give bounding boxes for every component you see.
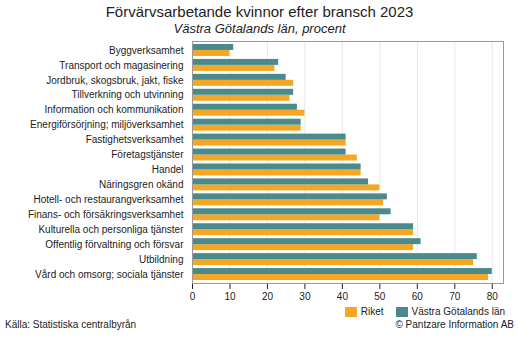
svg-text:0: 0 xyxy=(190,291,196,302)
html-text:Förvärvsarbetande kvinnor efte: Förvärvsarbetande kvinnor efter bransch … xyxy=(105,3,414,20)
svg-text:Företagstjänster: Företagstjänster xyxy=(111,149,184,160)
svg-text:Utbildning: Utbildning xyxy=(139,254,183,265)
svg-text:Tillverkning och utvinning: Tillverkning och utvinning xyxy=(72,89,184,100)
svg-text:Transport och magasinering: Transport och magasinering xyxy=(59,60,183,71)
html-text:Källa: Statistiska centralbyrå: Källa: Statistiska centralbyrån xyxy=(5,319,137,330)
svg-text:Jordbruk, skogsbruk, jakt, fis: Jordbruk, skogsbruk, jakt, fiske xyxy=(46,75,184,86)
svg-text:20: 20 xyxy=(262,291,274,302)
svg-text:Fastighetsverksamhet: Fastighetsverksamhet xyxy=(86,134,184,145)
svg-text:50: 50 xyxy=(374,291,386,302)
svg-text:Hotell- och restaurangverksamh: Hotell- och restaurangverksamhet xyxy=(33,194,183,205)
html-text:Västra Götalands län, procent: Västra Götalands län, procent xyxy=(173,21,346,36)
svg-text:Energiförsörjning; miljöverksa: Energiförsörjning; miljöverksamhet xyxy=(30,119,184,130)
svg-text:Offentlig förvaltning och förs: Offentlig förvaltning och försvar xyxy=(45,239,184,250)
svg-text:Information och kommunikation: Information och kommunikation xyxy=(45,104,184,115)
svg-text:60: 60 xyxy=(412,291,424,302)
svg-text:Byggverksamhet: Byggverksamhet xyxy=(109,45,184,56)
html-text:Riket: Riket xyxy=(360,306,384,317)
html-text:© Pantzare Information AB: © Pantzare Information AB xyxy=(395,319,514,330)
svg-text:Vård och omsorg; sociala tjäns: Vård och omsorg; sociala tjänster xyxy=(35,269,184,280)
svg-text:80: 80 xyxy=(487,291,499,302)
svg-text:Finans- och försäkringsverksam: Finans- och försäkringsverksamhet xyxy=(28,209,184,220)
html-text:Västra Götalands län: Västra Götalands län xyxy=(411,306,505,317)
svg-text:Kulturella och personliga tjän: Kulturella och personliga tjänster xyxy=(38,224,184,235)
svg-text:Handel: Handel xyxy=(152,164,184,175)
svg-text:10: 10 xyxy=(224,291,236,302)
svg-text:30: 30 xyxy=(299,291,311,302)
svg-text:Näringsgren okänd: Näringsgren okänd xyxy=(99,179,184,190)
svg-text:70: 70 xyxy=(449,291,461,302)
svg-text:40: 40 xyxy=(337,291,349,302)
